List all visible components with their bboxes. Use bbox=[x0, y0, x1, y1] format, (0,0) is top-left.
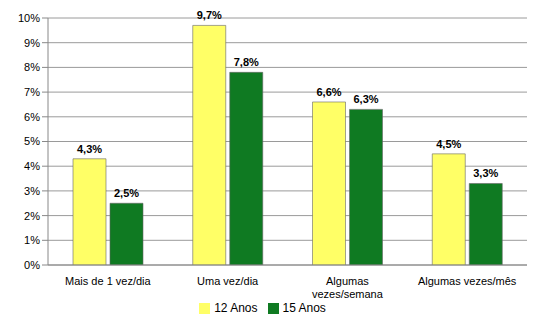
svg-text:4%: 4% bbox=[24, 160, 40, 172]
svg-text:4,5%: 4,5% bbox=[436, 138, 461, 150]
svg-text:6%: 6% bbox=[24, 111, 40, 123]
svg-text:9%: 9% bbox=[24, 37, 40, 49]
svg-text:5%: 5% bbox=[24, 135, 40, 147]
svg-text:8%: 8% bbox=[24, 61, 40, 73]
svg-text:Mais de 1 vez/dia: Mais de 1 vez/dia bbox=[65, 275, 151, 287]
svg-text:3%: 3% bbox=[24, 185, 40, 197]
svg-text:2,5%: 2,5% bbox=[114, 187, 139, 199]
html-text:15 Anos: 15 Anos bbox=[282, 301, 326, 315]
svg-text:Algumas vezes/mês: Algumas vezes/mês bbox=[418, 275, 517, 287]
svg-text:3,3%: 3,3% bbox=[473, 167, 498, 179]
html-text:12 Anos: 12 Anos bbox=[214, 301, 258, 315]
svg-text:7,8%: 7,8% bbox=[234, 56, 259, 68]
svg-text:6,6%: 6,6% bbox=[316, 86, 341, 98]
svg-text:7%: 7% bbox=[24, 86, 40, 98]
svg-text:9,7%: 9,7% bbox=[197, 9, 222, 21]
svg-text:0%: 0% bbox=[24, 259, 40, 271]
svg-text:Uma vez/dia: Uma vez/dia bbox=[197, 275, 259, 287]
svg-text:Algumasvezes/semana: Algumasvezes/semana bbox=[312, 275, 384, 300]
svg-text:6,3%: 6,3% bbox=[353, 93, 378, 105]
svg-text:2%: 2% bbox=[24, 210, 40, 222]
svg-text:10%: 10% bbox=[18, 12, 40, 24]
svg-text:1%: 1% bbox=[24, 234, 40, 246]
svg-text:4,3%: 4,3% bbox=[77, 143, 102, 155]
